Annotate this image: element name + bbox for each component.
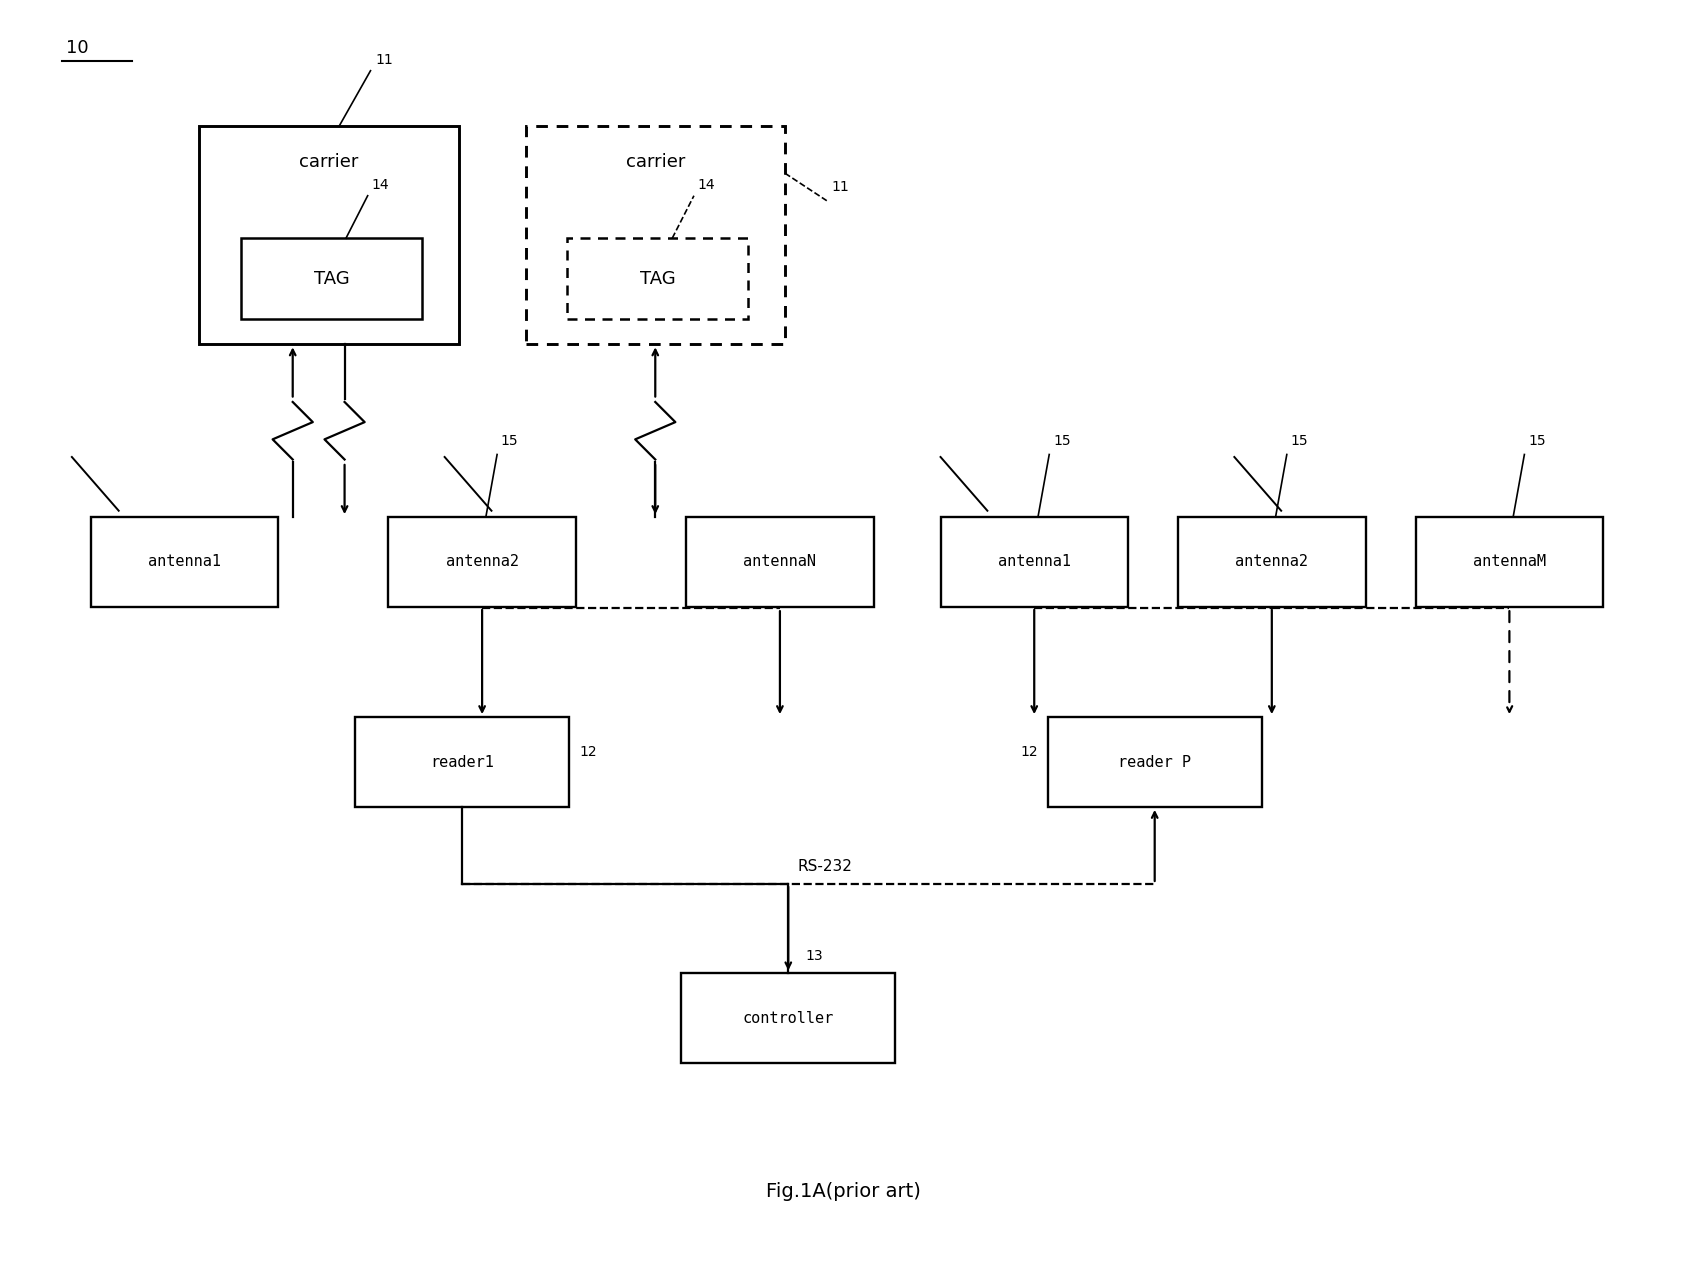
Bar <box>1048 717 1262 806</box>
Text: 12: 12 <box>1021 744 1038 758</box>
Text: antenna2: antenna2 <box>445 555 518 570</box>
Bar <box>687 517 874 607</box>
Bar <box>199 125 459 345</box>
Text: controller: controller <box>742 1011 833 1026</box>
Bar <box>354 717 569 806</box>
Text: 12: 12 <box>579 744 597 758</box>
Text: antenna2: antenna2 <box>1235 555 1309 570</box>
Bar <box>1415 517 1603 607</box>
Text: 14: 14 <box>697 178 715 192</box>
Text: 11: 11 <box>376 53 393 67</box>
Bar <box>91 517 278 607</box>
Text: 14: 14 <box>371 178 390 192</box>
Bar <box>941 517 1129 607</box>
Bar <box>241 238 422 320</box>
Text: 13: 13 <box>805 949 823 963</box>
Text: reader P: reader P <box>1118 755 1191 770</box>
Text: antenna1: antenna1 <box>148 555 221 570</box>
Bar <box>388 517 575 607</box>
Text: 15: 15 <box>1053 435 1071 449</box>
Text: 15: 15 <box>1528 435 1545 449</box>
Text: antenna1: antenna1 <box>997 555 1071 570</box>
Text: TAG: TAG <box>314 269 349 288</box>
Bar <box>682 973 896 1063</box>
Text: 11: 11 <box>832 181 850 195</box>
Text: antennaM: antennaM <box>1473 555 1545 570</box>
Text: RS-232: RS-232 <box>798 860 852 873</box>
Text: 15: 15 <box>1291 435 1307 449</box>
Text: carrier: carrier <box>299 153 359 171</box>
Text: carrier: carrier <box>626 153 685 171</box>
Text: 15: 15 <box>501 435 518 449</box>
Bar <box>526 125 784 345</box>
Text: antennaN: antennaN <box>744 555 817 570</box>
Text: 10: 10 <box>66 39 88 57</box>
Text: Fig.1A(prior art): Fig.1A(prior art) <box>766 1182 921 1201</box>
Text: reader1: reader1 <box>430 755 494 770</box>
Bar <box>567 238 747 320</box>
Bar <box>1178 517 1365 607</box>
Text: TAG: TAG <box>639 269 675 288</box>
